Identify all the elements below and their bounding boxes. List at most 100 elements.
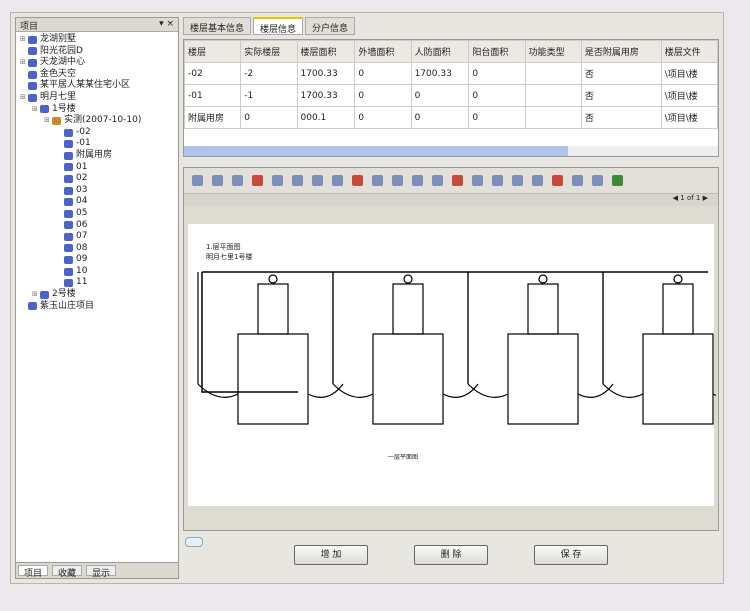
tree-node[interactable]: 11 <box>20 277 174 289</box>
expand-icon[interactable]: ⊞ <box>44 116 50 125</box>
toolbar-tool-icon[interactable] <box>472 175 483 186</box>
toolbar-tool-icon[interactable] <box>332 175 343 186</box>
table-cell[interactable]: 0 <box>410 84 470 107</box>
column-header[interactable]: 楼层 <box>184 40 242 63</box>
table-cell[interactable] <box>524 84 582 107</box>
toolbar-tool-icon[interactable] <box>272 175 283 186</box>
tree-node[interactable]: 阳光花园D <box>20 46 174 58</box>
expand-icon[interactable]: ⊞ <box>20 58 26 67</box>
table-cell[interactable]: 0 <box>240 106 298 129</box>
column-header[interactable]: 功能类型 <box>524 40 582 63</box>
horizontal-scrollbar[interactable] <box>184 146 718 156</box>
pin-icon[interactable]: ▾ × <box>159 19 174 29</box>
tree-node[interactable]: ⊞ 1号楼 <box>20 104 174 116</box>
expand-icon[interactable]: ⊞ <box>32 104 38 113</box>
table-cell[interactable]: -2 <box>240 62 298 85</box>
table-row[interactable]: -01 -1 1700.33 0 0 0 否 \项目\楼 <box>184 84 718 107</box>
column-header[interactable]: 是否附属用房 <box>580 40 662 63</box>
table-cell[interactable]: \项目\楼 <box>660 106 718 129</box>
table-cell[interactable]: 1700.33 <box>296 62 356 85</box>
toolbar-tool-icon[interactable] <box>372 175 383 186</box>
column-header[interactable]: 楼层面积 <box>296 40 356 63</box>
table-cell[interactable]: \项目\楼 <box>660 62 718 85</box>
table-cell[interactable]: 1700.33 <box>410 62 470 85</box>
toolbar-tool-icon[interactable] <box>452 175 463 186</box>
tree-node[interactable]: 01 <box>20 162 174 174</box>
toolbar-tool-icon[interactable] <box>192 175 203 186</box>
save-button[interactable]: 保 存 <box>534 545 608 565</box>
tree-node[interactable]: 05 <box>20 208 174 220</box>
tree-node[interactable]: 04 <box>20 196 174 208</box>
floor-plan-canvas[interactable]: 1.层平面图 明月七里1号楼 一层平面图 <box>188 224 716 506</box>
column-header[interactable]: 实际楼层 <box>240 40 298 63</box>
toolbar-tool-icon[interactable] <box>432 175 443 186</box>
toolbar-tool-icon[interactable] <box>412 175 423 186</box>
column-header[interactable]: 楼层文件 <box>660 40 718 63</box>
toolbar-tool-icon[interactable] <box>392 175 403 186</box>
tree-node[interactable]: ⊞ 明月七里 <box>20 92 174 104</box>
tree-node[interactable]: ⊞ 2号楼 <box>20 289 174 301</box>
table-cell[interactable]: 0 <box>354 84 412 107</box>
delete-button[interactable]: 删 除 <box>414 545 488 565</box>
expand-icon[interactable]: ⊞ <box>32 290 38 299</box>
table-row[interactable]: 附属用房 0 000.1 0 0 0 否 \项目\楼 <box>184 106 718 129</box>
table-cell[interactable]: 附属用房 <box>184 106 242 129</box>
panel-tab[interactable]: 项目 <box>18 565 49 579</box>
tree-node[interactable]: 金色天空 <box>20 69 174 81</box>
table-cell[interactable]: 0 <box>468 84 526 107</box>
panel-tab[interactable]: 收藏 <box>52 565 83 579</box>
tree-node[interactable]: 某平居人某某住宅小区 <box>20 80 174 92</box>
toolbar-tool-icon[interactable] <box>612 175 623 186</box>
toolbar-tool-icon[interactable] <box>592 175 603 186</box>
page-nav[interactable]: ◀ 1 of 1 ▶ <box>184 194 718 206</box>
tree-node[interactable]: ⊞ 天龙湖中心 <box>20 57 174 69</box>
tree-node[interactable]: 08 <box>20 243 174 255</box>
tab[interactable]: 楼层信息 <box>253 17 304 35</box>
toolbar-tool-icon[interactable] <box>492 175 503 186</box>
table-cell[interactable]: -1 <box>240 84 298 107</box>
tree-node[interactable]: 07 <box>20 231 174 243</box>
tree-node[interactable]: 紫玉山庄项目 <box>20 301 174 313</box>
table-cell[interactable]: 000.1 <box>296 106 356 129</box>
tree-node[interactable]: 03 <box>20 185 174 197</box>
toolbar-tool-icon[interactable] <box>292 175 303 186</box>
toolbar-tool-icon[interactable] <box>212 175 223 186</box>
tree-node[interactable]: 02 <box>20 173 174 185</box>
tree-node[interactable]: -02 <box>20 127 174 139</box>
toolbar-tool-icon[interactable] <box>552 175 563 186</box>
panel-tab[interactable]: 显示 <box>86 565 117 579</box>
tree-node[interactable]: ⊞ 龙湖别墅 <box>20 34 174 46</box>
tree-node[interactable]: 09 <box>20 254 174 266</box>
tab[interactable]: 分户信息 <box>305 17 356 35</box>
toolbar-tool-icon[interactable] <box>252 175 263 186</box>
tree-node[interactable]: 06 <box>20 220 174 232</box>
table-cell[interactable]: 否 <box>580 106 662 129</box>
page-toggle[interactable] <box>185 537 203 547</box>
expand-icon[interactable]: ⊞ <box>20 35 26 43</box>
toolbar-tool-icon[interactable] <box>232 175 243 186</box>
table-cell[interactable]: 0 <box>410 106 470 129</box>
table-cell[interactable]: 否 <box>580 62 662 85</box>
table-cell[interactable] <box>524 106 582 129</box>
expand-icon[interactable]: ⊞ <box>20 92 26 101</box>
table-cell[interactable]: 0 <box>468 62 526 85</box>
table-cell[interactable]: -02 <box>184 62 242 85</box>
toolbar-tool-icon[interactable] <box>512 175 523 186</box>
table-cell[interactable]: \项目\楼 <box>660 84 718 107</box>
table-cell[interactable]: 0 <box>354 62 412 85</box>
tree-node[interactable]: 附属用房 <box>20 150 174 162</box>
toolbar-tool-icon[interactable] <box>312 175 323 186</box>
toolbar-tool-icon[interactable] <box>532 175 543 186</box>
column-header[interactable]: 人防面积 <box>410 40 470 63</box>
tree-node[interactable]: ⊞ 实测(2007-10-10) <box>20 115 174 127</box>
table-row[interactable]: -02 -2 1700.33 0 1700.33 0 否 \项目\楼 <box>184 62 718 85</box>
tree-node[interactable]: -01 <box>20 138 174 150</box>
tab[interactable]: 楼层基本信息 <box>183 17 252 35</box>
table-cell[interactable]: -01 <box>184 84 242 107</box>
toolbar-tool-icon[interactable] <box>352 175 363 186</box>
column-header[interactable]: 外墙面积 <box>354 40 412 63</box>
table-cell[interactable]: 0 <box>468 106 526 129</box>
tree-node[interactable]: 10 <box>20 266 174 278</box>
table-cell[interactable] <box>524 62 582 85</box>
toolbar-tool-icon[interactable] <box>572 175 583 186</box>
